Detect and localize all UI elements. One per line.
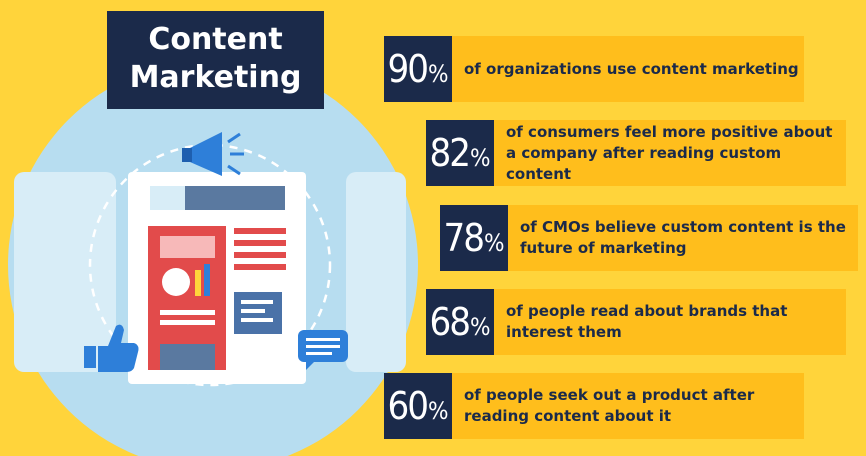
stat-row-68: 68% of people read about brands that int… bbox=[426, 289, 846, 355]
page-title: Content Marketing bbox=[107, 11, 324, 109]
stat-row-82: 82% of consumers feel more positive abou… bbox=[426, 120, 846, 186]
side-panel-right bbox=[346, 172, 406, 372]
stat-percentage: 68% bbox=[426, 289, 494, 355]
stat-percentage: 82% bbox=[426, 120, 494, 186]
dashed-orbit bbox=[88, 143, 332, 387]
megaphone-icon bbox=[182, 132, 244, 176]
stat-percentage: 90% bbox=[384, 36, 452, 102]
stat-percentage: 60% bbox=[384, 373, 452, 439]
stat-description: of people seek out a product after readi… bbox=[452, 373, 804, 439]
stat-description: of consumers feel more positive about a … bbox=[494, 120, 846, 186]
stat-row-60: 60% of people seek out a product after r… bbox=[384, 373, 804, 439]
stat-description: of organizations use content marketing bbox=[452, 36, 804, 102]
stat-row-90: 90% of organizations use content marketi… bbox=[384, 36, 804, 102]
document-illustration bbox=[128, 172, 306, 384]
stat-description: of CMOs believe custom content is the fu… bbox=[508, 205, 858, 271]
title-line-2: Marketing bbox=[129, 60, 302, 95]
chat-bubble-icon bbox=[298, 330, 348, 370]
stat-percentage: 78% bbox=[440, 205, 508, 271]
side-panel-left bbox=[14, 172, 116, 372]
stat-row-78: 78% of CMOs believe custom content is th… bbox=[440, 205, 858, 271]
title-line-1: Content bbox=[148, 22, 283, 57]
thumbs-up-icon bbox=[84, 324, 139, 372]
stat-description: of people read about brands that interes… bbox=[494, 289, 846, 355]
